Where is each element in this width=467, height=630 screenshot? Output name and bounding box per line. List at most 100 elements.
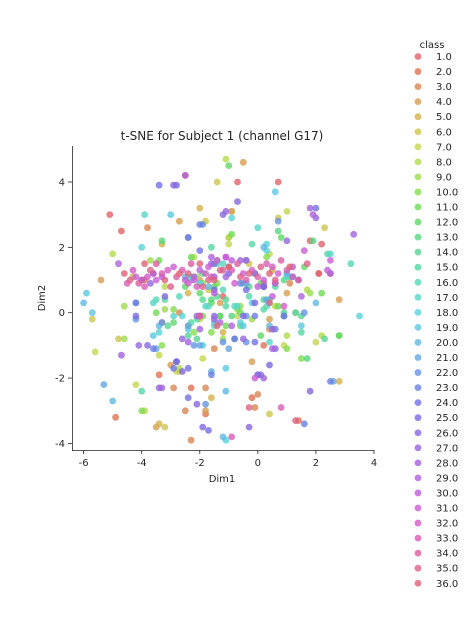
data-point [161, 306, 169, 313]
data-point [213, 178, 221, 186]
data-point [234, 198, 241, 206]
data-point [280, 302, 288, 310]
y-tick-label: 0 [59, 308, 65, 319]
data-point [199, 355, 207, 362]
data-point [239, 312, 247, 320]
data-point [283, 289, 291, 297]
data-point [263, 260, 270, 268]
data-point [176, 293, 183, 300]
legend-marker [414, 429, 422, 437]
data-point [266, 270, 273, 277]
data-point [216, 299, 224, 307]
data-point [248, 394, 256, 402]
legend-entry-label: 25.0 [436, 413, 458, 424]
data-point [219, 286, 227, 294]
data-point [216, 312, 224, 320]
data-point [228, 214, 236, 222]
legend-entry-label: 4.0 [436, 97, 452, 108]
data-point [208, 243, 215, 251]
legend-entry-label: 16.0 [436, 278, 458, 289]
data-point [286, 263, 294, 271]
legend-marker [414, 519, 422, 527]
data-point [257, 263, 265, 271]
data-point [298, 293, 305, 300]
data-point [208, 296, 215, 303]
data-point [237, 279, 244, 287]
legend-marker [414, 263, 422, 271]
legend-entry-label: 3.0 [436, 82, 452, 93]
data-point [266, 361, 273, 369]
data-point [239, 158, 247, 166]
chart-title: t-SNE for Subject 1 (channel G17) [121, 129, 324, 143]
points-layer [80, 155, 363, 444]
data-point [158, 237, 166, 245]
data-point [205, 427, 212, 434]
data-point [187, 253, 195, 261]
data-point [245, 270, 253, 277]
data-point [120, 335, 128, 343]
data-point [141, 283, 149, 290]
y-tick-label: -2 [55, 374, 65, 385]
data-point [219, 338, 227, 346]
legend-entry-label: 23.0 [436, 383, 458, 394]
data-point [88, 309, 96, 317]
legend-marker [414, 549, 422, 557]
x-tick-label: -2 [195, 458, 205, 469]
data-point [97, 276, 105, 284]
data-point [295, 276, 302, 284]
data-point [164, 322, 172, 330]
legend-title: class [420, 40, 445, 51]
data-point [213, 322, 221, 330]
legend-marker [414, 278, 422, 286]
data-point [260, 276, 268, 284]
data-point [129, 266, 137, 274]
data-point [181, 407, 189, 415]
data-point [196, 247, 204, 255]
data-point [292, 417, 299, 424]
legend-marker [414, 128, 422, 136]
data-point [184, 394, 192, 402]
data-point [225, 162, 233, 170]
legend-entry-label: 1.0 [436, 52, 452, 63]
data-point [300, 420, 308, 428]
legend-entry-label: 7.0 [436, 142, 452, 153]
x-tick-label: 4 [371, 458, 377, 469]
legend-marker [414, 143, 422, 151]
data-point [327, 378, 334, 385]
data-point [187, 436, 195, 444]
legend-entry-label: 29.0 [436, 473, 458, 484]
legend-entry-label: 2.0 [436, 67, 452, 78]
legend-entry-label: 6.0 [436, 127, 452, 138]
data-point [208, 371, 215, 379]
data-point [132, 312, 140, 320]
data-point [164, 266, 172, 274]
data-point [184, 234, 192, 241]
data-point [210, 315, 218, 323]
data-point [300, 247, 308, 255]
data-point [266, 410, 273, 418]
legend-marker [414, 308, 422, 316]
data-point [274, 302, 282, 310]
data-point [335, 378, 343, 385]
data-point [120, 270, 128, 277]
data-point [141, 211, 149, 219]
data-point [205, 283, 212, 290]
data-point [202, 270, 210, 277]
data-point [152, 276, 160, 284]
y-tick-label: -4 [55, 439, 65, 450]
data-point [321, 335, 328, 343]
data-point [254, 283, 262, 290]
data-point [312, 204, 320, 212]
data-point [269, 293, 276, 300]
legend-entry-label: 31.0 [436, 504, 458, 515]
legend-marker [414, 534, 422, 542]
data-point [199, 283, 207, 290]
legend-entry-label: 5.0 [436, 112, 452, 123]
data-point [228, 312, 236, 320]
data-point [196, 289, 204, 297]
data-point [202, 407, 210, 415]
data-point [141, 260, 149, 268]
data-point [178, 335, 186, 343]
data-point [184, 289, 192, 297]
